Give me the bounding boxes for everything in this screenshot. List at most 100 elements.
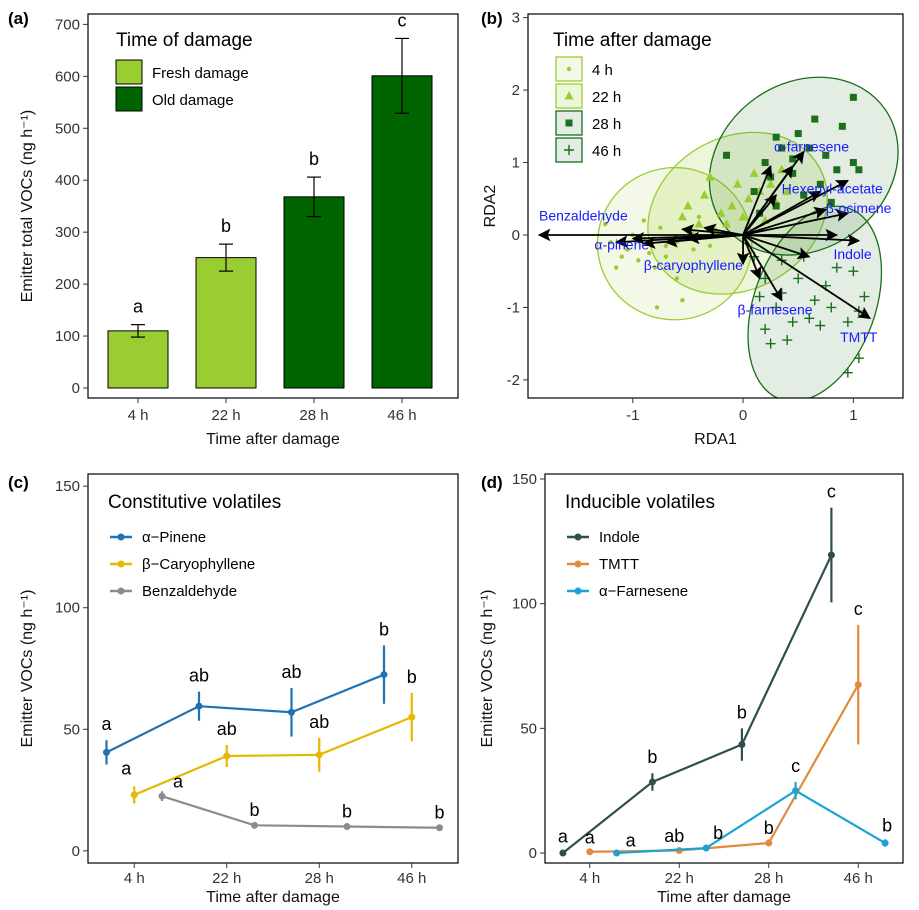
point-46h — [842, 316, 853, 327]
panel-c-xtick-label: 22 h — [212, 870, 241, 887]
panel-c-legend-entry: Benzaldehyde — [142, 583, 237, 600]
significance-letter: b — [249, 800, 259, 820]
loading-arrow — [742, 234, 783, 302]
point-22h — [694, 219, 704, 228]
panel-d-xtick-label: 4 h — [579, 870, 600, 887]
b-legend-marker — [564, 91, 574, 100]
a-ytick-label: 700 — [55, 16, 80, 33]
arrow-label: β-caryophyllene — [644, 257, 743, 273]
significance-letter: a — [101, 714, 112, 734]
point-28h — [811, 115, 819, 123]
panel-d-ytick-label: 150 — [512, 471, 537, 488]
point-46h — [804, 313, 815, 324]
a-xtick-label: 28 h — [299, 407, 328, 424]
loading-arrow — [703, 223, 744, 237]
loading-arrow — [642, 234, 744, 249]
b-legend-entry: 28 h — [592, 116, 621, 133]
point-46h — [765, 338, 776, 349]
a-y-axis-title: Emitter total VOCs (ng h⁻¹) — [19, 110, 36, 303]
arrow-label: β-ocimene — [826, 200, 892, 216]
point-22h — [683, 201, 693, 210]
panel-d-y-axis-title: Emitter VOCs (ng h⁻¹) — [479, 590, 496, 748]
point-28h — [838, 122, 846, 130]
data-point — [130, 791, 138, 799]
data-point — [436, 824, 443, 832]
panel-c: (c) 0 50 100 150 4 h 22 h 28 h 46 h Time after da… — [8, 473, 459, 906]
b-legend-title: Time after damage — [553, 30, 712, 51]
significance-letter: c — [827, 482, 836, 502]
a-x-axis-title: Time after damage — [206, 431, 340, 448]
significance-letter: b — [764, 818, 774, 838]
data-point — [103, 748, 110, 756]
panel-c-xtick-label: 4 h — [124, 870, 145, 887]
significance-letter: a — [626, 831, 637, 851]
data-point — [288, 708, 295, 716]
b-x-axis-title: RDA1 — [694, 431, 737, 448]
b-ytick-label: -2 — [507, 372, 520, 389]
bar-22h — [195, 257, 257, 389]
data-point — [738, 741, 746, 749]
data-point — [223, 752, 231, 760]
point-4h — [619, 254, 624, 259]
b-xtick-label: 0 — [739, 407, 747, 424]
significance-letter: ab — [217, 719, 237, 739]
b-legend-entry: 4 h — [592, 62, 613, 79]
point-28h — [778, 144, 786, 152]
panel-c-legend-title: Constitutive volatiles — [108, 492, 281, 513]
b-plot-area: Benzaldehyde α-pinene β-caryophyllene α-far… — [537, 76, 899, 398]
panel-a-label: (a) — [8, 9, 29, 28]
point-46h — [787, 316, 798, 327]
panel-c-ytick-label: 150 — [55, 478, 80, 495]
point-4h — [636, 258, 641, 263]
significance-letter: b — [221, 216, 231, 236]
a-legend-entry: Fresh damage — [152, 65, 249, 82]
a-legend-swatch — [115, 59, 143, 85]
arrow-label: TMTT — [840, 329, 878, 345]
a-legend-swatch — [115, 86, 143, 112]
data-point — [343, 823, 351, 831]
series-line — [616, 789, 886, 855]
b-xtick-label: -1 — [626, 407, 639, 424]
panel-c-plot-frame — [87, 473, 459, 864]
point-46h — [782, 335, 793, 346]
data-point — [586, 848, 594, 856]
loading-arrow — [742, 234, 811, 260]
significance-letter: b — [647, 747, 657, 767]
data-point — [251, 821, 258, 829]
b-plot-frame — [527, 13, 904, 399]
data-point — [792, 787, 800, 795]
point-4h — [680, 297, 685, 303]
point-28h — [816, 180, 824, 188]
point-22h — [766, 179, 776, 188]
significance-letter: b — [737, 702, 747, 722]
bar-4h — [107, 330, 169, 389]
panel-c-label: (c) — [8, 473, 29, 492]
panel-a: (a) 0 100 200 300 400 500 600 700 a 4 h b 22 h b 28 h c… — [8, 9, 459, 448]
significance-letter: ab — [281, 662, 301, 682]
point-22h — [716, 208, 726, 217]
panel-d-ytick-label: 100 — [512, 596, 537, 613]
panel-d-ytick-label: 0 — [529, 845, 537, 862]
loading-arrow — [742, 234, 871, 320]
significance-letter: ab — [664, 826, 684, 846]
point-22h — [699, 190, 709, 199]
data-point — [380, 671, 388, 679]
panel-d-legend-entry: TMTT — [599, 556, 639, 573]
a-ytick-label: 500 — [55, 120, 80, 137]
panel-c-legend-entry: α−Pinene — [142, 529, 206, 546]
data-point — [315, 751, 323, 759]
a-plot-frame — [87, 13, 459, 399]
point-28h — [772, 202, 780, 210]
point-28h — [800, 191, 808, 199]
b-y-axis-title: RDA2 — [482, 185, 499, 228]
arrow-label: α-pinene — [594, 236, 649, 252]
significance-letter: c — [791, 756, 800, 776]
point-22h — [744, 193, 754, 203]
significance-letter: c — [854, 599, 863, 619]
panel-d-legend-dot — [574, 587, 582, 595]
a-ytick-label: 600 — [55, 68, 80, 85]
panel-d-label: (d) — [481, 473, 503, 492]
significance-letter: b — [342, 801, 352, 821]
point-46h — [848, 266, 859, 277]
b-legend-marker — [566, 66, 572, 72]
